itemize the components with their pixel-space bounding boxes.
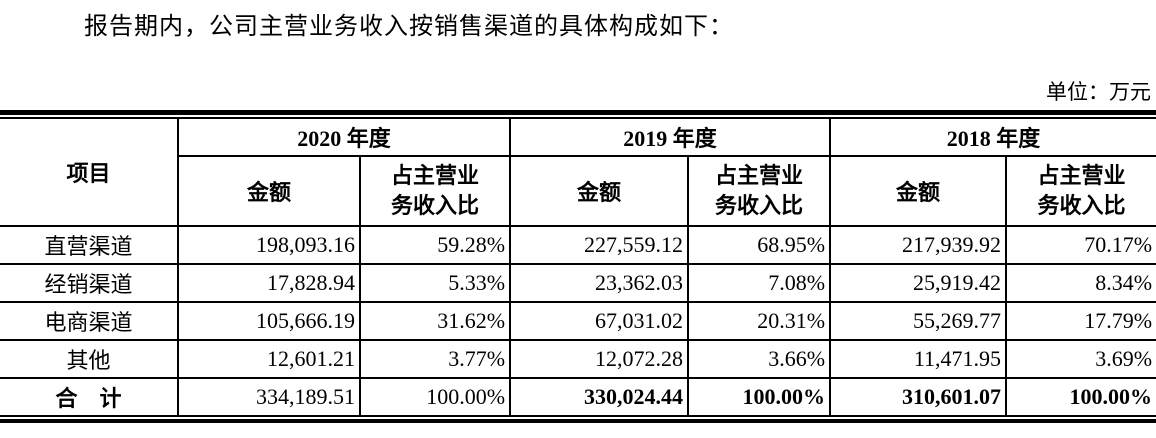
table-top-rule xyxy=(0,110,1156,119)
cell-percent-2018: 17.79% xyxy=(1005,301,1156,341)
cell-percent-2018: 8.34% xyxy=(1005,263,1156,303)
header-row-years: 项目 2020 年度 2019 年度 2018 年度 xyxy=(0,119,1156,227)
cell-amount-2020: 334,189.51 xyxy=(177,377,361,417)
col-header-percent-2020: 占主营业 务收入比 xyxy=(358,155,512,227)
row-label-total: 合 计 xyxy=(0,377,179,417)
cell-percent-2020: 100.00% xyxy=(358,377,512,417)
table-row-total: 合 计 334,189.51 100.00% 330,024.44 100.00… xyxy=(0,377,1156,417)
cell-amount-2019: 12,072.28 xyxy=(509,339,690,379)
col-header-amount-2020: 金额 xyxy=(178,155,361,227)
table-row: 直营渠道 198,093.16 59.28% 227,559.12 68.95%… xyxy=(0,225,1156,265)
cell-amount-2019: 227,559.12 xyxy=(509,225,690,265)
cell-percent-2019: 68.95% xyxy=(687,225,832,265)
cell-percent-2020: 5.33% xyxy=(358,263,512,303)
cell-amount-2018: 310,601.07 xyxy=(829,377,1008,417)
table-bottom-rule xyxy=(0,419,1156,423)
table-row: 电商渠道 105,666.19 31.62% 67,031.02 20.31% … xyxy=(0,301,1156,341)
row-label: 经销渠道 xyxy=(0,263,179,303)
col-header-amount-2018: 金额 xyxy=(829,155,1008,227)
col-header-percent-2019: 占主营业 务收入比 xyxy=(687,155,832,227)
intro-paragraph: 报告期内，公司主营业务收入按销售渠道的具体构成如下： xyxy=(84,14,734,40)
cell-percent-2018: 70.17% xyxy=(1005,225,1156,265)
cell-percent-2019: 7.08% xyxy=(687,263,832,303)
cell-amount-2020: 198,093.16 xyxy=(177,225,361,265)
col-header-year-2018: 2018 年度 xyxy=(829,119,1156,157)
cell-percent-2020: 31.62% xyxy=(358,301,512,341)
cell-amount-2020: 17,828.94 xyxy=(177,263,361,303)
header-row-subcolumns: 金额 占主营业 务收入比 金额 占主营业 务收入比 金额 占主营业 务收入比 xyxy=(0,155,1156,227)
cell-percent-2019: 100.00% xyxy=(687,377,832,417)
cell-percent-2020: 59.28% xyxy=(358,225,512,265)
col-header-year-2019: 2019 年度 xyxy=(509,119,832,157)
cell-amount-2018: 217,939.92 xyxy=(829,225,1008,265)
col-header-year-2020: 2020 年度 xyxy=(176,119,512,157)
cell-amount-2020: 12,601.21 xyxy=(177,339,361,379)
col-header-item: 项目 xyxy=(0,119,179,227)
row-label: 其他 xyxy=(0,339,179,379)
row-label: 电商渠道 xyxy=(0,301,179,341)
table-row: 其他 12,601.21 3.77% 12,072.28 3.66% 11,47… xyxy=(0,339,1156,379)
cell-amount-2018: 25,919.42 xyxy=(829,263,1008,303)
table-row: 经销渠道 17,828.94 5.33% 23,362.03 7.08% 25,… xyxy=(0,263,1156,303)
cell-amount-2018: 55,269.77 xyxy=(829,301,1008,341)
revenue-by-channel-table: 项目 2020 年度 2019 年度 2018 年度 金额 占主营业 务收入比 … xyxy=(0,119,1156,417)
cell-amount-2019: 67,031.02 xyxy=(509,301,690,341)
cell-percent-2019: 20.31% xyxy=(687,301,832,341)
cell-percent-2019: 3.66% xyxy=(687,339,832,379)
cell-amount-2020: 105,666.19 xyxy=(177,301,361,341)
cell-percent-2020: 3.77% xyxy=(358,339,512,379)
unit-label: 单位：万元 xyxy=(1046,80,1151,104)
cell-percent-2018: 3.69% xyxy=(1005,339,1156,379)
cell-percent-2018: 100.00% xyxy=(1005,377,1156,417)
col-header-percent-2018: 占主营业 务收入比 xyxy=(1005,155,1156,227)
cell-amount-2019: 330,024.44 xyxy=(509,377,690,417)
cell-amount-2018: 11,471.95 xyxy=(829,339,1008,379)
col-header-amount-2019: 金额 xyxy=(509,155,690,227)
row-label: 直营渠道 xyxy=(0,225,179,265)
cell-amount-2019: 23,362.03 xyxy=(509,263,690,303)
